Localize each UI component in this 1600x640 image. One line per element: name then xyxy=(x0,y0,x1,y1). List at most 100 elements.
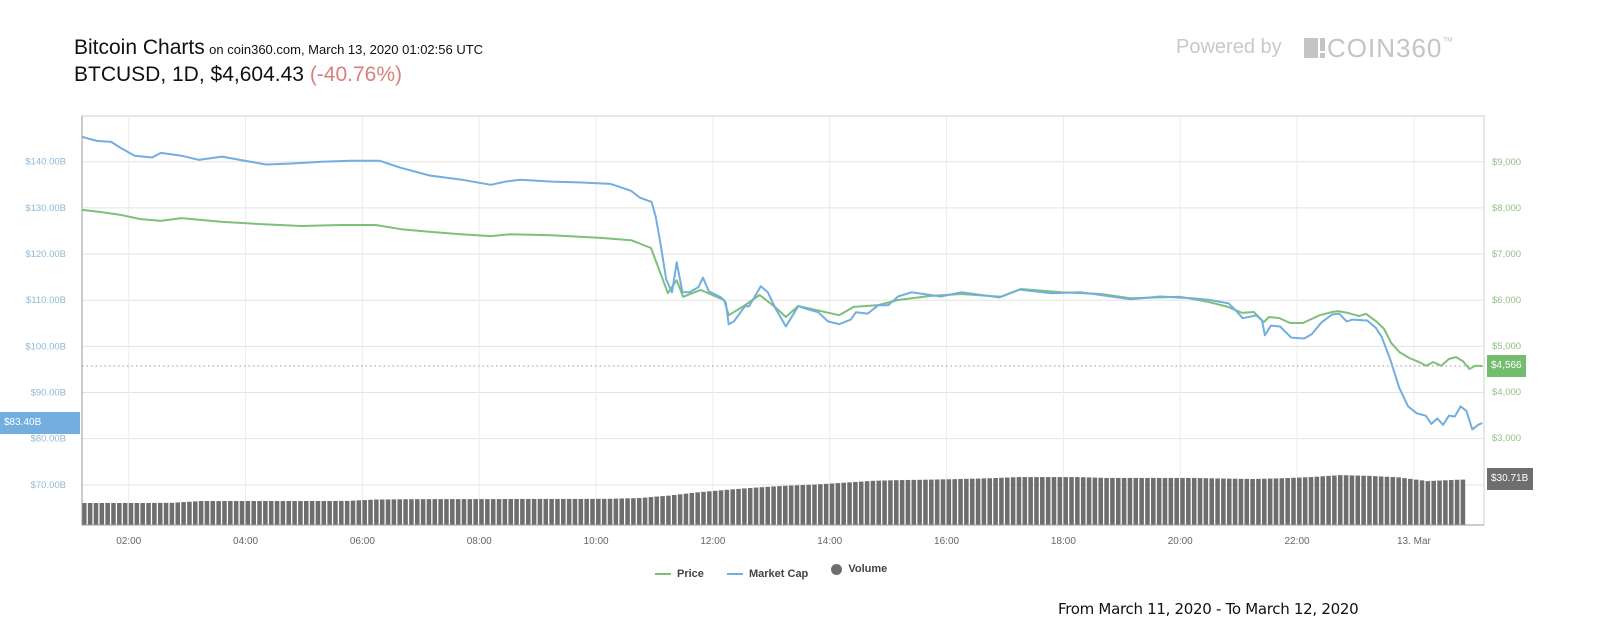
legend-price[interactable]: Price xyxy=(655,568,704,580)
volume-bar xyxy=(438,499,443,525)
volume-bar xyxy=(181,502,186,525)
volume-bar xyxy=(993,478,998,525)
volume-bar xyxy=(321,500,327,525)
volume-bar xyxy=(210,501,216,525)
volume-bar xyxy=(1203,478,1209,525)
market-cap-current-label: $83.40B xyxy=(0,411,80,434)
legend-market-cap[interactable]: Market Cap xyxy=(726,568,808,580)
right-axis-tick-label: $4,000 xyxy=(1492,387,1521,398)
x-axis-tick-label: 10:00 xyxy=(584,536,609,547)
volume-bar xyxy=(520,498,525,525)
volume-bar xyxy=(1448,480,1454,525)
volume-bar xyxy=(718,490,724,525)
volume-bar xyxy=(1297,477,1302,525)
legend-volume-label: Volume xyxy=(848,563,888,575)
volume-bar xyxy=(788,485,794,525)
left-axis-tick-label: $120.00B xyxy=(25,249,66,260)
volume-bar xyxy=(245,501,251,525)
powered-by: Powered by xyxy=(1176,36,1282,58)
price-line xyxy=(81,208,1483,370)
volume-bar xyxy=(432,499,438,525)
volume-bar xyxy=(122,502,128,525)
volume-bar xyxy=(1010,477,1016,525)
volume-bar xyxy=(496,499,502,525)
volume-bar xyxy=(152,502,157,525)
volume-bar xyxy=(917,479,922,525)
ticker-line: BTCUSD, 1D, $4,604.43 (-40.76%) xyxy=(74,63,402,87)
left-axis-tick-label: $90.00B xyxy=(31,388,66,399)
volume-bar xyxy=(958,479,963,525)
volume-bar xyxy=(1191,477,1197,525)
volume-bar xyxy=(1320,476,1325,525)
volume-bar xyxy=(1250,479,1255,525)
volume-bar xyxy=(876,480,882,525)
current-price: $4,604.43 xyxy=(210,63,304,86)
volume-bar xyxy=(82,502,87,525)
volume-bar xyxy=(117,502,122,525)
volume-bar xyxy=(1262,478,1267,525)
volume-bar xyxy=(1186,477,1191,525)
volume-bar xyxy=(1454,479,1460,525)
volume-bars xyxy=(82,475,1466,525)
volume-bar xyxy=(362,500,367,525)
left-axis-tick-label: $80.00B xyxy=(31,434,66,445)
volume-bar xyxy=(537,498,543,525)
volume-bar xyxy=(426,499,432,525)
logo-exclaim-icon xyxy=(1320,38,1325,58)
volume-bar xyxy=(683,493,689,525)
volume-bar xyxy=(292,501,297,525)
volume-bar xyxy=(403,499,408,525)
volume-bar xyxy=(818,484,823,525)
volume-bar xyxy=(888,480,893,525)
volume-bar xyxy=(864,481,870,525)
volume-bar xyxy=(1419,480,1425,525)
volume-bar xyxy=(1221,478,1226,525)
x-axis-tick-label: 16:00 xyxy=(934,536,959,547)
volume-bar xyxy=(1302,477,1308,525)
volume-bar xyxy=(1408,478,1413,525)
volume-bar xyxy=(175,502,181,525)
volume-bar xyxy=(99,502,105,525)
volume-bar xyxy=(1075,477,1080,525)
volume-bar xyxy=(1396,477,1401,525)
price-change: (-40.76%) xyxy=(309,63,403,86)
volume-bar xyxy=(543,498,549,525)
volume-bar xyxy=(1437,480,1442,525)
series-lines xyxy=(81,135,1484,431)
subtitle: on coin360.com, March 13, 2020 01:02:56 … xyxy=(209,42,484,57)
market-cap-line xyxy=(81,135,1483,431)
volume-bar xyxy=(309,501,315,525)
volume-bar xyxy=(701,491,706,525)
volume-bar xyxy=(1384,476,1390,525)
volume-bar xyxy=(268,501,274,525)
volume-bar xyxy=(1098,477,1104,525)
volume-bar xyxy=(414,499,420,525)
volume-bar xyxy=(1226,478,1232,525)
volume-bar xyxy=(905,479,911,525)
legend-volume[interactable]: Volume xyxy=(831,563,887,575)
volume-bar xyxy=(1267,478,1273,525)
volume-bar xyxy=(140,502,145,525)
volume-bar xyxy=(1086,477,1092,525)
volume-bar xyxy=(1080,477,1086,525)
volume-bar xyxy=(391,499,397,525)
volume-bar xyxy=(461,499,467,525)
volume-bar xyxy=(1256,478,1261,525)
volume-bar xyxy=(695,492,700,525)
volume-bar xyxy=(940,479,946,525)
volume-bar xyxy=(409,499,414,525)
volume-bar xyxy=(549,498,554,525)
volume-bar xyxy=(87,502,93,525)
volume-bar xyxy=(870,480,876,525)
left-axis-tick-label: $100.00B xyxy=(25,341,66,352)
volume-bar xyxy=(204,501,210,525)
market-cap-line-icon xyxy=(726,572,743,575)
volume-bar xyxy=(590,498,595,525)
coin360-logo[interactable]: COIN360™ xyxy=(1304,33,1454,64)
volume-bar xyxy=(222,501,227,525)
volume-bar xyxy=(724,489,730,525)
volume-bar xyxy=(631,498,636,525)
volume-bar xyxy=(800,485,806,525)
volume-bar xyxy=(1115,477,1121,525)
